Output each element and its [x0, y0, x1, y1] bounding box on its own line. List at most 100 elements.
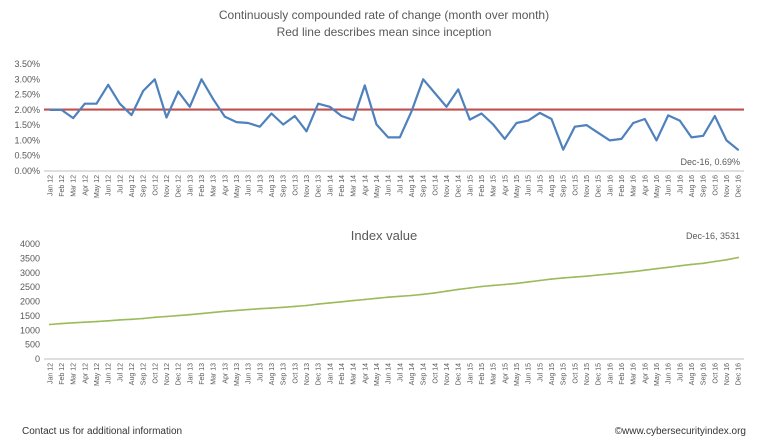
data-point [363, 298, 366, 301]
x-tick-label: Nov 12 [164, 363, 171, 385]
data-point [188, 313, 191, 316]
y-tick-label: 3.50% [14, 59, 40, 69]
data-point [352, 299, 355, 302]
data-point [690, 136, 693, 139]
x-tick-label: Jun 13 [246, 363, 253, 384]
annotation-label: Dec-16, 3531 [686, 231, 740, 241]
data-point [95, 102, 98, 105]
data-point [457, 88, 460, 91]
x-tick-label: Feb 14 [339, 175, 346, 197]
data-point [200, 312, 203, 315]
x-tick-label: Mar 13 [211, 175, 218, 197]
x-tick-label: Oct 16 [712, 363, 719, 384]
x-tick-label: Sep 13 [281, 363, 288, 385]
data-point [725, 139, 728, 142]
x-tick-label: Oct 14 [432, 363, 439, 384]
x-tick-label: Nov 16 [724, 175, 731, 197]
x-tick-label: Jan 16 [607, 363, 614, 384]
x-tick-label: Apr 14 [362, 363, 369, 384]
y-tick-label: 3.00% [14, 74, 40, 84]
data-point [305, 130, 308, 133]
data-point [130, 318, 133, 321]
x-tick-label: Feb 15 [479, 175, 486, 197]
x-tick-label: Oct 13 [292, 175, 299, 196]
data-point [527, 281, 530, 283]
x-tick-label: Aug 15 [549, 175, 556, 197]
data-point [643, 118, 646, 120]
data-point [177, 314, 180, 317]
x-tick-label: Oct 15 [572, 175, 579, 196]
x-tick-label: Nov 14 [444, 363, 451, 385]
x-tick-label: May 13 [234, 363, 241, 386]
y-tick-label: 3500 [20, 253, 40, 263]
x-tick-label: Jun 14 [386, 175, 393, 196]
data-point [620, 138, 623, 140]
x-tick-label: Nov 16 [724, 363, 731, 385]
data-point [118, 319, 121, 321]
x-tick-label: Jul 15 [537, 363, 544, 382]
data-point [597, 131, 600, 134]
data-point [340, 115, 343, 117]
x-tick-label: Mar 14 [351, 175, 358, 197]
x-tick-label: Jun 16 [666, 175, 673, 196]
data-point [445, 290, 448, 293]
x-tick-label: Sep 12 [141, 363, 148, 385]
data-point [585, 124, 588, 126]
x-tick-label: Dec 15 [596, 175, 603, 197]
x-tick-label: Feb 12 [59, 363, 66, 385]
x-tick-label: Jun 16 [666, 363, 673, 384]
x-tick-label: Sep 15 [561, 363, 568, 385]
index-value-chart: Index value 0 500 1000 1500 2000 2500 3000 3500 4… [20, 228, 744, 386]
x-tick-label: Dec 12 [176, 363, 183, 385]
x-tick-label: Feb 13 [199, 363, 206, 385]
data-point [282, 306, 285, 309]
x-tick-label: Dec 15 [596, 363, 603, 385]
x-tick-label: Jan 15 [467, 363, 474, 384]
data-point [480, 112, 483, 115]
data-point [608, 139, 611, 142]
data-point [258, 307, 261, 310]
x-tick-label: Sep 14 [421, 363, 428, 385]
website-footer: ©www.cybersecurityindex.org [614, 426, 746, 437]
data-point [258, 125, 261, 128]
x-tick-label: Nov 12 [164, 175, 171, 197]
x-tick-label: Feb 15 [479, 363, 486, 385]
x-tick-label: May 12 [94, 363, 101, 386]
x-tick-label: Apr 15 [502, 175, 509, 196]
data-point [223, 115, 226, 118]
x-tick-label: Jan 13 [187, 363, 194, 384]
data-point [667, 114, 670, 117]
x-tick-label: Jun 12 [106, 175, 113, 196]
x-tick-label: Aug 13 [269, 363, 276, 385]
chart-1-subtitle: Red line describes mean since inception [276, 25, 492, 39]
x-tick-label: Dec 14 [456, 363, 463, 385]
data-point [317, 303, 320, 305]
data-point [270, 112, 273, 115]
data-point [678, 119, 681, 122]
x-tick-label: Jan 16 [607, 175, 614, 196]
y-tick-label: 2500 [20, 282, 40, 292]
data-point [620, 271, 623, 274]
y-tick-label: 0 [35, 354, 40, 364]
data-point [492, 123, 495, 126]
x-tick-label: Dec 14 [456, 175, 463, 197]
x-tick-label: Sep 14 [421, 175, 428, 197]
data-point [410, 294, 413, 297]
x-tick-label: May 15 [514, 175, 521, 198]
y-tick-label: 0.50% [14, 151, 40, 161]
data-point [550, 278, 553, 280]
data-point [107, 83, 110, 86]
data-point [608, 273, 611, 275]
data-point [538, 112, 541, 114]
x-tick-label: Mar 12 [71, 363, 78, 385]
data-point [282, 123, 285, 126]
contact-footer: Contact us for additional information [22, 426, 183, 437]
x-tick-label: Aug 14 [409, 363, 416, 385]
data-point [527, 119, 530, 122]
data-point [95, 320, 98, 323]
x-tick-label: Jun 13 [246, 175, 253, 196]
data-point [737, 149, 740, 151]
data-point [235, 309, 238, 312]
y-tick-label: 2000 [20, 297, 40, 307]
